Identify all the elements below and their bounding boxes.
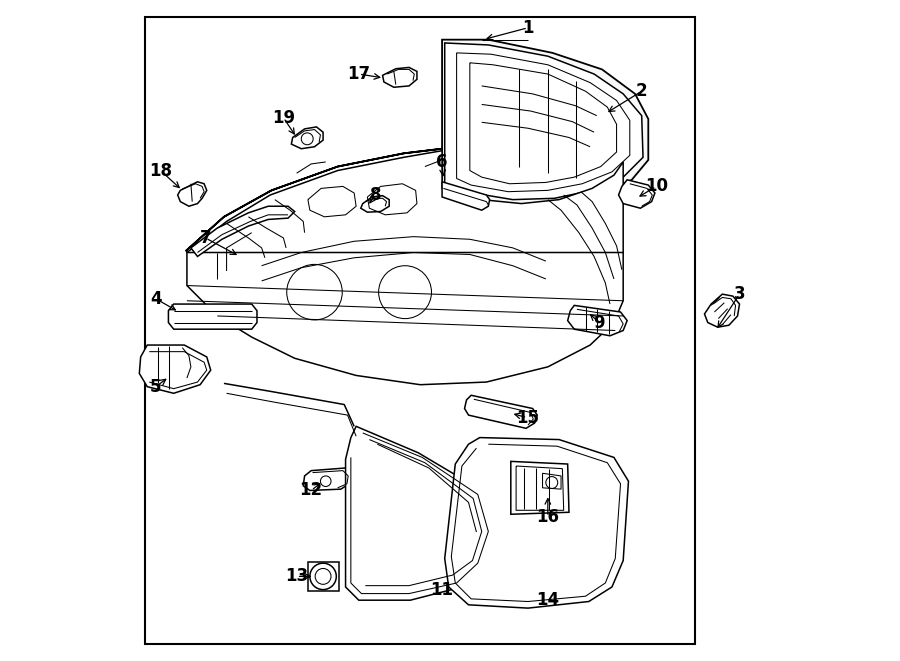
Bar xyxy=(145,17,695,644)
Polygon shape xyxy=(511,461,569,514)
Text: 16: 16 xyxy=(536,508,559,526)
Polygon shape xyxy=(187,151,623,357)
Text: 10: 10 xyxy=(644,177,668,196)
Text: 12: 12 xyxy=(300,481,323,500)
Text: 18: 18 xyxy=(149,161,172,180)
Text: 1: 1 xyxy=(522,19,534,37)
Text: 7: 7 xyxy=(200,229,212,247)
Polygon shape xyxy=(308,562,339,591)
Polygon shape xyxy=(168,304,257,329)
Polygon shape xyxy=(346,426,495,600)
Text: 3: 3 xyxy=(734,285,745,303)
Polygon shape xyxy=(618,180,655,208)
Text: 19: 19 xyxy=(272,108,295,127)
Polygon shape xyxy=(361,196,389,212)
Text: 5: 5 xyxy=(150,377,162,396)
Polygon shape xyxy=(140,345,211,393)
Polygon shape xyxy=(445,43,643,200)
Text: 6: 6 xyxy=(436,153,448,171)
Text: 11: 11 xyxy=(430,580,454,599)
Polygon shape xyxy=(442,182,490,210)
Polygon shape xyxy=(568,305,627,336)
Text: 8: 8 xyxy=(370,186,381,204)
Polygon shape xyxy=(464,395,537,428)
Text: 13: 13 xyxy=(285,567,308,586)
Text: 9: 9 xyxy=(594,313,605,332)
Polygon shape xyxy=(382,67,417,87)
Text: 15: 15 xyxy=(516,408,539,427)
Polygon shape xyxy=(292,127,323,149)
Text: 17: 17 xyxy=(347,65,370,83)
Text: 2: 2 xyxy=(636,82,647,100)
Polygon shape xyxy=(303,468,352,490)
Polygon shape xyxy=(445,438,628,608)
Polygon shape xyxy=(187,253,623,385)
Polygon shape xyxy=(185,40,648,251)
Polygon shape xyxy=(543,473,561,489)
Polygon shape xyxy=(705,294,740,327)
Polygon shape xyxy=(191,206,294,256)
Text: 14: 14 xyxy=(536,591,560,609)
Polygon shape xyxy=(177,182,207,206)
Text: 4: 4 xyxy=(150,290,162,308)
